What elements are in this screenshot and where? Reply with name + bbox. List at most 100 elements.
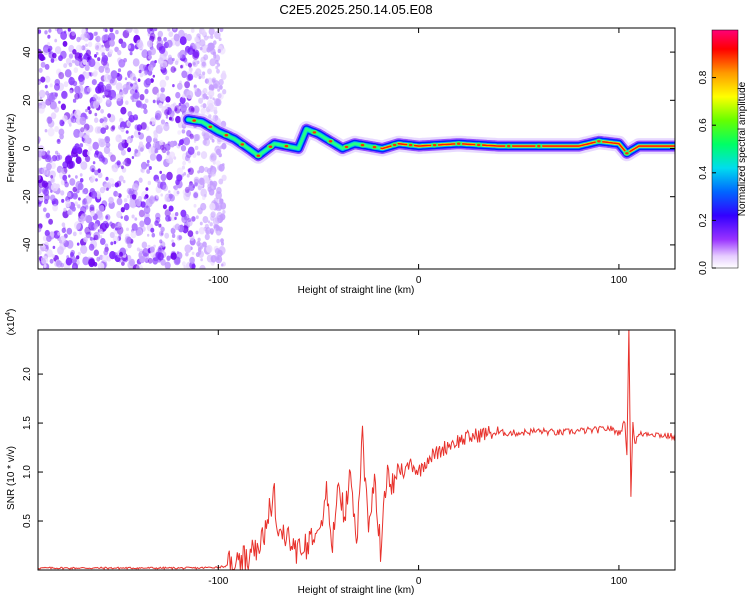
noise-blob	[219, 85, 223, 90]
noise-blob	[221, 70, 226, 76]
noise-blob	[197, 207, 203, 215]
noise-blob	[44, 30, 48, 35]
noise-blob	[209, 58, 216, 67]
noise-blob	[147, 180, 151, 186]
noise-blob	[93, 31, 98, 37]
noise-blob	[89, 236, 93, 241]
noise-blob	[177, 52, 183, 59]
noise-blob	[63, 81, 69, 88]
noise-blob	[198, 227, 205, 235]
noise-blob	[145, 205, 149, 209]
noise-blob	[200, 258, 203, 262]
noise-blob	[120, 165, 124, 170]
noise-blob	[208, 89, 215, 98]
snr-line	[38, 330, 675, 570]
noise-blob	[210, 152, 217, 161]
noise-blob	[59, 235, 66, 245]
noise-blob	[104, 67, 111, 74]
noise-blob	[217, 63, 221, 67]
noise-blob	[188, 167, 194, 175]
noise-blob	[155, 110, 162, 119]
noise-blob	[92, 100, 100, 109]
noise-blob	[138, 141, 144, 147]
x-tick-label: -100	[208, 275, 228, 286]
noise-blob	[163, 37, 168, 42]
noise-blob	[184, 81, 191, 89]
noise-blob	[150, 47, 156, 56]
noise-blob	[184, 50, 188, 55]
noise-blob	[38, 150, 43, 158]
noise-blob	[200, 104, 203, 108]
noise-blob	[177, 130, 182, 135]
noise-blob	[195, 252, 200, 258]
noise-blob	[176, 190, 180, 195]
noise-blob	[220, 238, 224, 244]
noise-blob	[160, 241, 166, 248]
noise-blob	[183, 172, 187, 176]
noise-blob	[83, 236, 88, 243]
noise-blob	[124, 77, 128, 81]
noise-blob	[168, 190, 171, 194]
noise-blob	[72, 115, 75, 119]
noise-blob	[210, 165, 214, 169]
noise-blob	[218, 79, 224, 86]
noise-blob	[50, 177, 56, 184]
noise-blob	[160, 226, 165, 232]
snr-plot-area	[38, 330, 675, 570]
colorbar-tick-label: 0.2	[698, 213, 709, 227]
noise-blob	[111, 125, 116, 130]
noise-blob	[162, 181, 166, 185]
noise-blob	[211, 156, 217, 163]
signal-knot-core	[268, 145, 273, 148]
noise-blob	[79, 143, 84, 148]
noise-blob	[178, 29, 185, 39]
noise-blob	[106, 85, 111, 91]
noise-blob	[64, 155, 72, 165]
noise-blob	[215, 191, 222, 200]
noise-blob	[132, 58, 140, 67]
noise-blob	[145, 187, 149, 191]
noise-blob	[193, 71, 199, 78]
snr-axes: -100 0 100 0.5 1.0 1.5 2.0	[22, 330, 675, 587]
noise-blob	[188, 62, 192, 68]
noise-blob	[139, 103, 145, 109]
noise-blob	[194, 145, 199, 151]
noise-blob	[119, 251, 123, 257]
noise-blob	[221, 142, 227, 150]
noise-blob	[161, 68, 168, 75]
noise-blob	[195, 230, 199, 235]
noise-blob	[79, 133, 84, 138]
noise-blob	[84, 64, 90, 71]
noise-blob	[126, 194, 130, 199]
noise-blob	[221, 174, 227, 181]
noise-blob	[207, 68, 212, 75]
noise-blob	[181, 129, 186, 134]
noise-blob	[116, 197, 123, 206]
noise-blob	[77, 251, 81, 256]
noise-blob	[120, 106, 127, 115]
noise-blob	[50, 175, 54, 179]
colorbar: 0.0 0.2 0.4 0.6 0.8 Normalized spectral ampl…	[698, 29, 748, 275]
noise-blob	[109, 28, 114, 32]
noise-blob	[104, 28, 108, 33]
noise-blob	[70, 252, 74, 257]
noise-blob	[198, 165, 205, 174]
noise-blob	[201, 61, 206, 67]
noise-blob	[94, 112, 98, 117]
noise-blob	[127, 260, 135, 269]
noise-blob	[213, 186, 217, 190]
noise-blob	[38, 29, 42, 34]
signal-knot-core	[625, 152, 629, 155]
noise-blob	[117, 49, 122, 56]
noise-blob	[115, 29, 119, 35]
noise-blob	[58, 72, 65, 80]
noise-blob	[123, 203, 130, 211]
noise-blob	[68, 53, 74, 59]
noise-blob	[92, 161, 96, 165]
noise-blob	[76, 147, 83, 155]
noise-blob	[156, 178, 160, 183]
noise-blob	[212, 97, 215, 101]
colorbar-tick-label: 0.4	[698, 165, 709, 179]
noise-blob	[54, 38, 58, 43]
noise-blob	[188, 183, 195, 191]
